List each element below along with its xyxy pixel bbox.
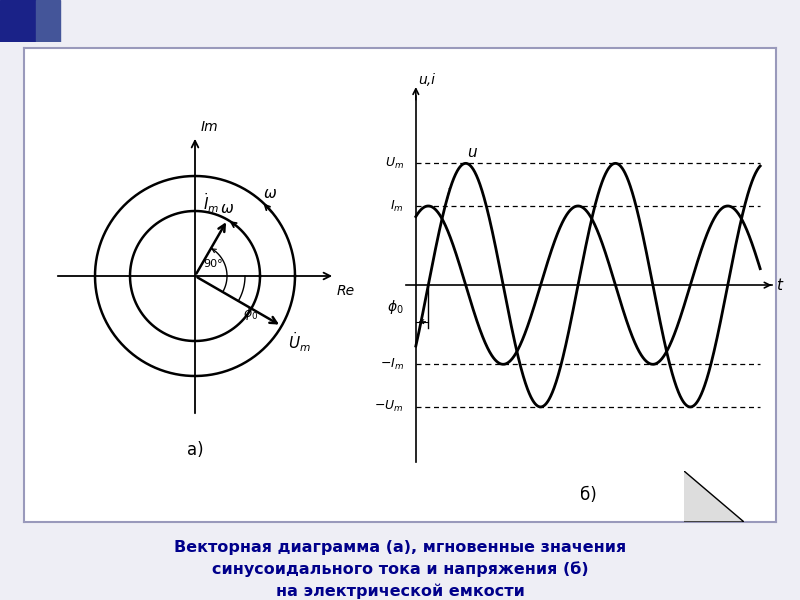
Text: б): б) — [580, 486, 596, 504]
Text: $-U_m$: $-U_m$ — [374, 400, 404, 415]
Polygon shape — [684, 471, 744, 522]
Text: u: u — [467, 145, 477, 160]
Text: $U_m$: $U_m$ — [385, 156, 404, 171]
Text: $I_m$: $I_m$ — [390, 199, 404, 214]
Text: $\dot{I}_m$: $\dot{I}_m$ — [203, 191, 219, 215]
Text: $\dot{U}_m$: $\dot{U}_m$ — [288, 330, 310, 353]
Text: t: t — [776, 278, 782, 293]
Text: Re: Re — [337, 284, 355, 298]
Text: 90°: 90° — [203, 259, 223, 269]
Text: Im: Im — [201, 120, 218, 134]
Text: $\phi_0$: $\phi_0$ — [243, 305, 258, 322]
Text: $\omega$: $\omega$ — [263, 185, 277, 200]
Text: u,i: u,i — [418, 73, 435, 86]
Text: а): а) — [186, 441, 203, 459]
Text: $-I_m$: $-I_m$ — [380, 357, 404, 372]
Bar — [0, 0, 36, 42]
Text: i: i — [445, 188, 450, 203]
Text: $\phi_0$: $\phi_0$ — [387, 298, 404, 316]
Bar — [36, 0, 60, 42]
Text: $\omega$: $\omega$ — [220, 200, 234, 215]
Text: Векторная диаграмма (а), мгновенные значения
синусоидального тока и напряжения (: Векторная диаграмма (а), мгновенные знач… — [174, 540, 626, 599]
